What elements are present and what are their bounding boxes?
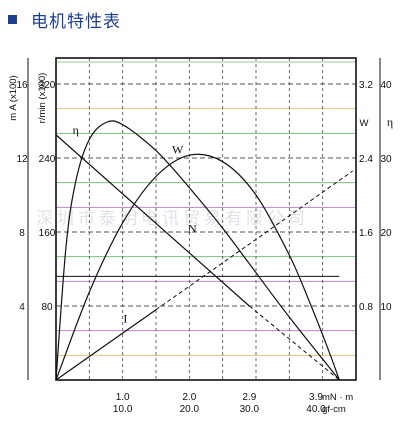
watermark-text: 深圳市泰明电讯贸易有限公司 (36, 209, 309, 229)
series-label-3: η (73, 123, 79, 137)
page-title: 电机特性表 (31, 11, 121, 32)
x-secondary-tick-label: 40.0 (306, 404, 326, 415)
current-tick-label: 4 (19, 302, 25, 313)
speed-tick-label: 160 (39, 228, 56, 239)
x-secondary-tick-label: 10.0 (113, 404, 133, 415)
efficiency-tick-label: 30 (380, 154, 392, 165)
speed-tick-label: 320 (39, 80, 56, 91)
current-tick-label: 12 (16, 154, 28, 165)
x-secondary-tick-label: 30.0 (240, 404, 260, 415)
current-axis-label: m A (x100) (8, 75, 19, 120)
x-axis-unit-label: mN · m (322, 392, 353, 403)
heading-bullet-icon (8, 14, 17, 24)
series-line-dashed-0 (249, 305, 340, 381)
chart-curves (55, 120, 353, 381)
current-tick-label: 8 (19, 228, 25, 239)
series-label-2: W (172, 143, 184, 157)
speed-tick-label: 240 (39, 154, 56, 165)
power-tick-label: 2.4 (359, 154, 373, 165)
power-tick-label: 0.8 (359, 302, 373, 313)
series-curve-2 (55, 153, 340, 381)
power-axis-label: W (360, 118, 369, 129)
chart-labels: N I Wη 4 80 0.8 10 8 160 1.6 20 12 240 2.4 30 16 320 3.2 4… (16, 80, 392, 415)
series-curve-3 (55, 120, 340, 381)
efficiency-axis-label: η (387, 115, 393, 129)
series-line-1 (55, 309, 157, 381)
efficiency-tick-label: 20 (380, 228, 392, 239)
efficiency-tick-label: 40 (380, 80, 392, 91)
plot-frame (55, 57, 357, 381)
speed-tick-label: 80 (41, 302, 53, 313)
x-tick-label: 3.9 (309, 392, 323, 403)
efficiency-tick-label: 10 (380, 302, 392, 313)
page-heading: 电机特性表 (8, 6, 121, 32)
power-tick-label: 3.2 (359, 80, 373, 91)
x-tick-label: 2.0 (182, 392, 196, 403)
x-axis-secondary-unit-label: gf-cm (322, 404, 346, 415)
current-tick-label: 16 (16, 80, 28, 91)
x-tick-label: 2.9 (242, 392, 256, 403)
series-line-dashed-1 (155, 170, 353, 311)
chart-grid (56, 58, 356, 380)
power-tick-label: 1.6 (359, 228, 373, 239)
series-label-1: I (123, 311, 127, 325)
series-label-0: N (188, 222, 197, 236)
speed-axis-label: r/min (x100) (37, 73, 48, 124)
x-secondary-tick-label: 20.0 (180, 404, 200, 415)
x-tick-label: 1.0 (116, 392, 130, 403)
series-line-0 (55, 134, 250, 307)
